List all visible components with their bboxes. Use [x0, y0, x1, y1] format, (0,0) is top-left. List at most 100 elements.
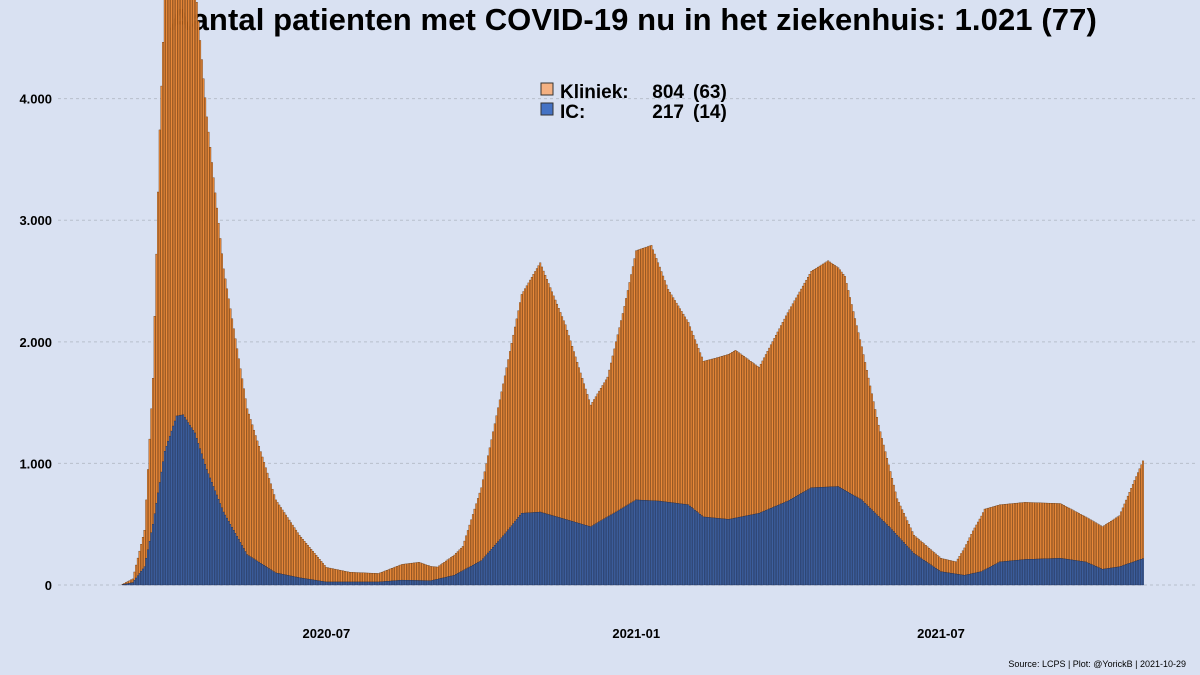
- bar-ic: [795, 496, 798, 586]
- bar-ic: [1019, 559, 1022, 586]
- bar-ic: [685, 504, 688, 586]
- bar-kliniek: [1010, 503, 1013, 561]
- bar-kliniek: [242, 388, 245, 549]
- bar-kliniek: [1059, 503, 1062, 559]
- bar-ic: [1088, 563, 1091, 586]
- bar-kliniek: [345, 571, 348, 583]
- bar-ic: [514, 521, 516, 586]
- bar-kliniek: [547, 283, 550, 515]
- bar-kliniek: [736, 351, 739, 518]
- bar-kliniek: [333, 568, 336, 583]
- bar-kliniek: [254, 435, 257, 561]
- bar-kliniek: [259, 451, 262, 564]
- bar-ic: [788, 499, 791, 586]
- bar-ic: [722, 518, 725, 586]
- bar-ic: [170, 430, 173, 586]
- bar-ic: [982, 570, 984, 586]
- bar-kliniek: [579, 372, 582, 524]
- bar-ic: [544, 513, 547, 586]
- bar-ic: [338, 581, 341, 586]
- bar-kliniek: [281, 509, 284, 575]
- bar-kliniek: [864, 362, 867, 504]
- bar-ic: [221, 507, 223, 586]
- bar-kliniek: [222, 268, 225, 513]
- bar-ic: [140, 571, 143, 586]
- bar-ic: [146, 549, 149, 586]
- bar-ic: [1125, 564, 1128, 586]
- bar-ic: [616, 510, 619, 586]
- bar-kliniek: [665, 284, 668, 503]
- bar-kliniek: [473, 508, 476, 565]
- bar-kliniek: [1088, 518, 1091, 564]
- bar-kliniek: [803, 282, 806, 492]
- bar-kliniek: [241, 378, 244, 546]
- bar-ic: [419, 580, 422, 586]
- bar-ic: [163, 451, 166, 586]
- bar-ic: [825, 486, 828, 586]
- bar-ic: [392, 580, 395, 586]
- bar-kliniek: [948, 560, 951, 574]
- bar-kliniek: [207, 131, 210, 474]
- bar-ic: [495, 543, 498, 586]
- bar-ic: [620, 508, 622, 586]
- bar-kliniek: [732, 351, 735, 519]
- bar-kliniek: [301, 539, 304, 579]
- bar-kliniek: [466, 530, 469, 569]
- bar-kliniek: [204, 97, 207, 465]
- bar-kliniek: [389, 568, 392, 582]
- bar-ic: [487, 552, 489, 586]
- bar-kliniek: [229, 308, 232, 525]
- bar-kliniek: [497, 407, 500, 542]
- bar-ic: [185, 419, 188, 586]
- bar-kliniek: [604, 379, 607, 519]
- bar-kliniek: [653, 253, 656, 502]
- bar-ic: [891, 529, 894, 586]
- bar-kliniek: [862, 354, 865, 502]
- bar-kliniek: [586, 394, 589, 526]
- bar-kliniek: [849, 297, 851, 494]
- bar-kliniek: [1113, 518, 1116, 568]
- bar-kliniek: [443, 562, 446, 578]
- bar-kliniek: [704, 360, 707, 518]
- bar-kliniek: [572, 351, 575, 522]
- bar-kliniek: [1015, 502, 1018, 561]
- bar-ic: [1066, 559, 1069, 586]
- bar-kliniek: [700, 356, 703, 516]
- bar-kliniek: [828, 261, 831, 488]
- bar-ic: [195, 438, 198, 586]
- bar-ic: [860, 499, 863, 586]
- bar-ic: [278, 573, 281, 586]
- bar-kliniek: [896, 498, 899, 536]
- bar-kliniek: [1073, 510, 1075, 561]
- bar-kliniek: [726, 354, 729, 520]
- bar-kliniek: [997, 505, 1000, 563]
- bar-kliniek: [465, 535, 468, 570]
- bar-ic: [823, 486, 826, 586]
- bar-ic: [470, 565, 473, 586]
- bar-kliniek: [392, 567, 395, 581]
- bar-ic: [551, 515, 553, 586]
- bar-kliniek: [130, 579, 133, 584]
- bar-kliniek: [731, 352, 734, 519]
- bar-ic: [332, 581, 335, 586]
- bar-kliniek: [729, 353, 732, 520]
- bar-ic: [665, 501, 668, 586]
- bar-ic: [867, 506, 870, 586]
- bar-ic: [965, 574, 968, 586]
- bar-kliniek: [603, 382, 606, 520]
- bar-kliniek: [596, 393, 599, 523]
- bar-ic: [1007, 560, 1010, 586]
- bar-ic: [923, 560, 926, 586]
- bar-kliniek: [616, 334, 619, 512]
- bar-kliniek: [702, 361, 705, 518]
- bar-kliniek: [285, 514, 287, 576]
- bar-kliniek: [1106, 523, 1109, 569]
- bar-ic: [705, 517, 708, 586]
- bar-kliniek: [643, 247, 646, 501]
- bar-kliniek: [830, 262, 833, 487]
- bar-ic: [1079, 560, 1082, 586]
- bar-ic: [894, 533, 897, 586]
- bar-kliniek: [340, 570, 343, 583]
- bar-ic: [244, 551, 247, 586]
- bar-ic: [716, 518, 718, 586]
